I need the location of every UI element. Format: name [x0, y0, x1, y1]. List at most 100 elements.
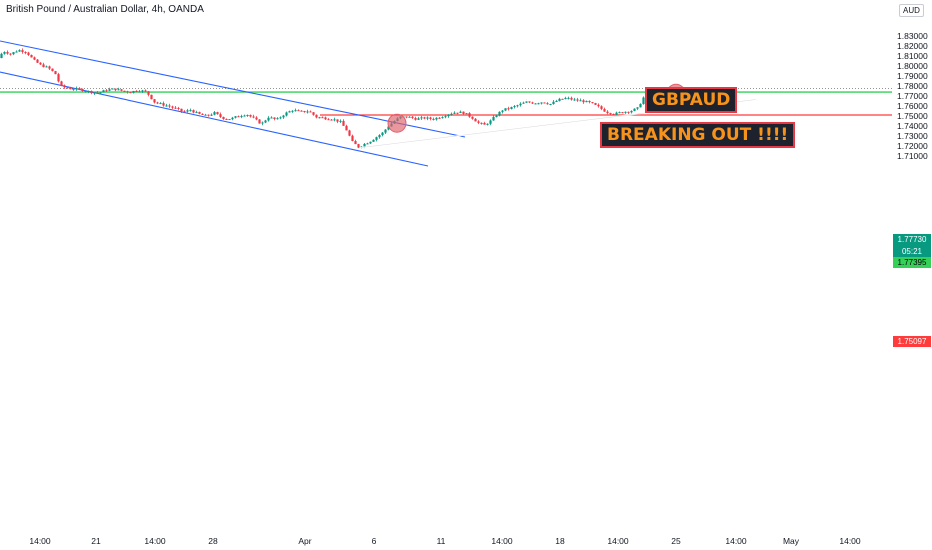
- candle-body: [345, 125, 348, 131]
- candle-body: [534, 103, 537, 105]
- candle-body: [405, 116, 408, 118]
- support-price-label: 1.75097: [893, 336, 931, 347]
- currency-badge[interactable]: AUD: [899, 4, 924, 17]
- candle-body: [372, 139, 375, 142]
- candle-body: [138, 91, 141, 93]
- candle-body: [162, 103, 165, 106]
- candle-body: [210, 114, 213, 116]
- candle-body: [459, 111, 462, 113]
- candle-body: [39, 62, 42, 65]
- candle-body: [69, 88, 72, 90]
- candle-body: [339, 120, 342, 122]
- candle-body: [528, 101, 531, 103]
- breakout-circle-marker: [387, 113, 407, 133]
- candle-body: [465, 113, 468, 115]
- candle-body: [219, 114, 222, 117]
- candle-body: [492, 116, 495, 121]
- candle-body: [33, 57, 36, 60]
- x-tick-label: 14:00: [839, 536, 861, 546]
- candle-body: [591, 102, 594, 104]
- candle-body: [633, 108, 636, 111]
- candle-body: [87, 90, 90, 92]
- y-tick-label: 1.73000: [897, 131, 928, 141]
- y-tick-label: 1.79000: [897, 71, 928, 81]
- candle-body: [354, 141, 357, 145]
- candle-body: [555, 100, 558, 102]
- candle-body: [279, 117, 282, 119]
- candle-body: [387, 126, 390, 130]
- y-tick-label: 1.81000: [897, 51, 928, 61]
- candle-body: [132, 90, 135, 93]
- candle-body: [489, 120, 492, 124]
- candle-body: [30, 54, 33, 58]
- candle-body: [423, 117, 426, 119]
- candle-body: [45, 66, 48, 68]
- y-tick-label: 1.78000: [897, 81, 928, 91]
- candle-body: [324, 117, 327, 120]
- candle-body: [573, 99, 576, 101]
- candle-body: [456, 112, 459, 114]
- candle-body: [84, 91, 87, 93]
- candle-body: [246, 114, 249, 116]
- symbol-title: British Pound / Australian Dollar, 4h, O…: [6, 4, 204, 15]
- candle-body: [51, 68, 54, 72]
- candle-body: [111, 88, 114, 90]
- bar-countdown: 05:21: [901, 247, 923, 256]
- candle-body: [600, 106, 603, 109]
- candle-body: [348, 130, 351, 136]
- candle-body: [177, 107, 180, 109]
- candle-body: [102, 90, 105, 93]
- candle-body: [216, 112, 219, 115]
- candle-body: [420, 117, 423, 119]
- candle-body: [327, 119, 330, 121]
- x-tick-label: 25: [671, 536, 681, 546]
- candle-body: [27, 52, 30, 55]
- candle-body: [54, 71, 57, 75]
- candle-body: [543, 102, 546, 104]
- y-tick-label: 1.72000: [897, 141, 928, 151]
- candle-body: [642, 97, 645, 104]
- candle-body: [3, 51, 6, 54]
- candle-body: [336, 119, 339, 122]
- candle-body: [507, 108, 510, 110]
- candle-body: [564, 97, 567, 100]
- candle-body: [252, 116, 255, 118]
- candle-body: [15, 51, 18, 53]
- channel-lower-line: [0, 71, 429, 167]
- candle-body: [486, 123, 489, 125]
- candle-body: [612, 114, 615, 116]
- y-tick-label: 1.82000: [897, 41, 928, 51]
- candle-body: [351, 135, 354, 142]
- candle-body: [123, 90, 126, 92]
- candle-body: [369, 141, 372, 144]
- candle-body: [441, 117, 444, 119]
- candle-body: [579, 100, 582, 102]
- candle-body: [444, 116, 447, 118]
- candle-body: [342, 120, 345, 126]
- candle-body: [462, 111, 465, 114]
- candle-body: [78, 88, 81, 90]
- candle-body: [153, 99, 156, 103]
- candle-body: [318, 117, 321, 119]
- candle-body: [618, 112, 621, 114]
- candle-body: [330, 119, 333, 121]
- candle-body: [585, 100, 588, 103]
- candle-body: [285, 112, 288, 116]
- candle-body: [495, 115, 498, 117]
- candle-body: [240, 116, 243, 118]
- x-tick-label: 21: [91, 536, 101, 546]
- candle-body: [24, 51, 27, 53]
- candle-body: [384, 129, 387, 133]
- candle-body: [42, 64, 45, 68]
- candle-body: [114, 88, 117, 91]
- candle-body: [186, 110, 189, 112]
- y-tick-label: 1.83000: [897, 31, 928, 41]
- y-tick-label: 1.75000: [897, 111, 928, 121]
- annotation-gbpaud: GBPAUD: [645, 87, 738, 113]
- candle-body: [171, 106, 174, 108]
- candle-body: [498, 111, 501, 116]
- candle-body: [63, 85, 66, 88]
- candle-body: [597, 104, 600, 107]
